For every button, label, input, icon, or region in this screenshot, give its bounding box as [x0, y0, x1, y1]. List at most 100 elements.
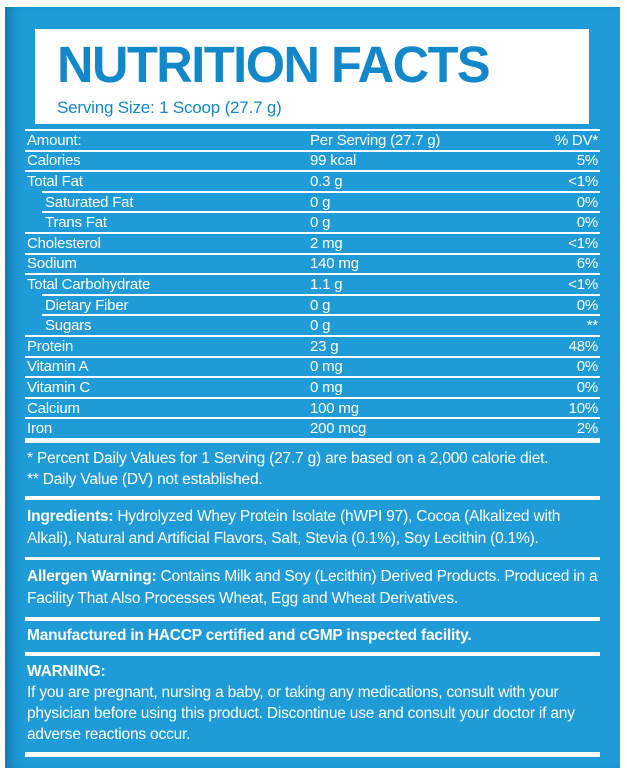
- ingredients-section: Ingredients: Hydrolyzed Whey Protein Isol…: [25, 500, 600, 557]
- cell-label: Protein: [27, 337, 74, 355]
- cell-label: Saturated Fat: [45, 193, 134, 211]
- table-row-cholesterol: Cholesterol 2 mg <1%: [25, 234, 600, 253]
- cell-daily-value: 0%: [576, 358, 598, 376]
- cell-label: Total Fat: [27, 172, 83, 190]
- table-row-sugars: Sugars 0 g **: [25, 316, 600, 335]
- row-separator: [25, 376, 600, 379]
- warning-section: WARNING: If you are pregnant, nursing a …: [25, 656, 600, 752]
- table-row-calcium: Calcium 100 mg 10%: [25, 399, 600, 418]
- row-separator: [42, 211, 600, 214]
- cell-daily-value: 0%: [576, 296, 598, 314]
- table-row-vitamin-a: Vitamin A 0 mg 0%: [25, 358, 600, 377]
- section-divider: [25, 437, 600, 443]
- cell-amount: 99 kcal: [310, 152, 357, 170]
- footnotes-section: * Percent Daily Values for 1 Serving (27…: [25, 443, 600, 496]
- allergen-label: Allergen Warning:: [27, 567, 157, 585]
- cell-daily-value: 0%: [576, 214, 598, 232]
- header-cell-dv: % DV*: [554, 131, 598, 149]
- table-row-calories: Calories 99 kcal 5%: [25, 152, 600, 171]
- section-divider: [25, 495, 600, 500]
- label-title: NUTRITION FACTS: [57, 36, 491, 93]
- manufactured-section: Manufactured in HACCP certified and cGMP…: [27, 626, 472, 644]
- cell-daily-value: **: [586, 317, 598, 335]
- section-divider: [25, 751, 600, 757]
- row-separator: [25, 334, 600, 337]
- row-separator: [25, 396, 600, 399]
- ingredients-text: Hydrolyzed Whey Protein Isolate (hWPI 97…: [27, 507, 561, 547]
- cell-label: Vitamin C: [27, 378, 90, 396]
- cell-daily-value: 10%: [568, 399, 599, 417]
- allergen-section: Allergen Warning: Contains Milk and Soy (…: [25, 560, 600, 617]
- cell-label: Iron: [27, 420, 53, 438]
- warning-text: If you are pregnant, nursing a baby, or …: [27, 683, 575, 743]
- label-panel: NUTRITION FACTS Serving Size: 1 Scoop (2…: [5, 7, 620, 768]
- cell-daily-value: 0%: [576, 193, 598, 211]
- cell-label: Sodium: [27, 255, 77, 273]
- table-row-sodium: Sodium 140 mg 6%: [25, 255, 600, 274]
- cell-label: Calories: [27, 152, 81, 170]
- row-separator: [25, 170, 600, 173]
- cell-amount: 100 mg: [310, 399, 359, 417]
- header-cell-amount: Amount:: [27, 131, 82, 149]
- cell-label: Cholesterol: [27, 234, 101, 252]
- footnote-dv-not-established: ** Daily Value (DV) not established.: [27, 470, 263, 488]
- cell-amount: 140 mg: [310, 255, 359, 273]
- cell-daily-value: 2%: [576, 420, 598, 438]
- cell-daily-value: 5%: [576, 152, 598, 170]
- row-separator: [25, 355, 600, 358]
- cell-daily-value: 6%: [576, 255, 598, 273]
- row-separator: [25, 417, 600, 420]
- row-separator: [25, 231, 600, 234]
- row-separator: [42, 314, 600, 317]
- cell-amount: 0 g: [310, 214, 331, 232]
- section-divider: [25, 556, 600, 560]
- row-separator: [25, 252, 600, 255]
- cell-daily-value: 0%: [576, 378, 598, 396]
- cell-daily-value: <1%: [568, 234, 598, 252]
- table-row-saturated-fat: Saturated Fat 0 g 0%: [25, 193, 600, 212]
- section-divider: [25, 651, 600, 656]
- table-header-row: Amount: Per Serving (27.7 g) % DV*: [25, 131, 600, 150]
- row-separator: [42, 190, 600, 193]
- cell-amount: 0 g: [310, 317, 331, 335]
- cell-label: Dietary Fiber: [45, 296, 129, 314]
- label-header: NUTRITION FACTS Serving Size: 1 Scoop (2…: [35, 29, 589, 124]
- warning-label: WARNING:: [27, 662, 106, 680]
- footnote-daily-values: * Percent Daily Values for 1 Serving (27…: [27, 449, 549, 467]
- cell-amount: 0 mg: [310, 378, 343, 396]
- cell-daily-value: <1%: [568, 275, 598, 293]
- cell-label: Calcium: [27, 399, 80, 417]
- table-row-protein: Protein 23 g 48%: [25, 337, 600, 356]
- cell-label: Trans Fat: [45, 214, 107, 232]
- nutrition-table: Amount: Per Serving (27.7 g) % DV* Calor…: [25, 129, 600, 438]
- serving-size: Serving Size: 1 Scoop (27.7 g): [57, 98, 282, 118]
- table-row-trans-fat: Trans Fat 0 g 0%: [25, 213, 600, 232]
- ingredients-label: Ingredients:: [27, 507, 114, 525]
- row-separator: [42, 293, 600, 296]
- label-content: Amount: Per Serving (27.7 g) % DV* Calor…: [25, 129, 600, 757]
- cell-label: Total Carbohydrate: [27, 275, 151, 293]
- cell-amount: 0 g: [310, 193, 331, 211]
- table-row-total-carbohydrate: Total Carbohydrate 1.1 g <1%: [25, 275, 600, 294]
- cell-daily-value: 48%: [568, 337, 599, 355]
- table-row-dietary-fiber: Dietary Fiber 0 g 0%: [25, 296, 600, 315]
- cell-amount: 23 g: [310, 337, 339, 355]
- table-row-total-fat: Total Fat 0.3 g <1%: [25, 172, 600, 191]
- row-separator: [25, 273, 600, 276]
- allergen-text: Contains Milk and Soy (Lecithin) Derived…: [27, 567, 598, 607]
- cell-label: Sugars: [45, 317, 92, 335]
- cell-amount: 0 mg: [310, 358, 343, 376]
- header-cell-per-serving: Per Serving (27.7 g): [310, 131, 441, 149]
- cell-amount: 1.1 g: [310, 275, 343, 293]
- table-row-vitamin-c: Vitamin C 0 mg 0%: [25, 378, 600, 397]
- cell-daily-value: <1%: [568, 172, 598, 190]
- cell-amount: 0 g: [310, 296, 331, 314]
- cell-amount: 0.3 g: [310, 172, 343, 190]
- cell-amount: 2 mg: [310, 234, 343, 252]
- table-top-rule: [25, 129, 600, 131]
- section-divider: [25, 616, 600, 621]
- row-separator: [25, 149, 600, 152]
- cell-amount: 200 mcg: [310, 420, 367, 438]
- cell-label: Vitamin A: [27, 358, 89, 376]
